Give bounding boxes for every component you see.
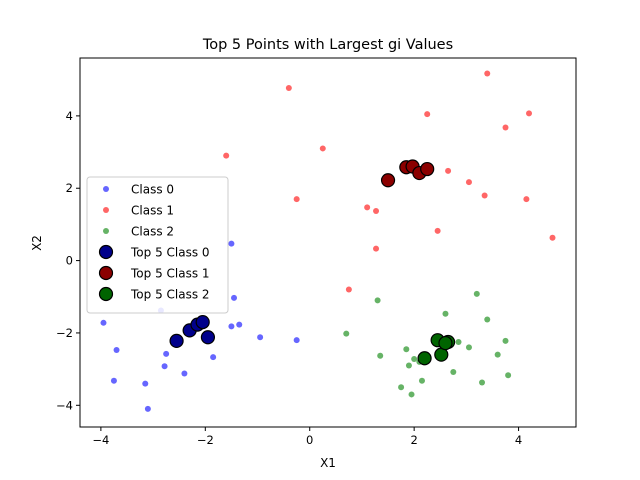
class-2-point xyxy=(403,346,410,353)
y-tick-label: −2 xyxy=(56,326,73,340)
class-0-point xyxy=(231,294,238,301)
top-5-class-0-legend-marker xyxy=(98,244,114,260)
class-1-point xyxy=(549,234,556,241)
class-2-point xyxy=(343,330,350,337)
class-0-point xyxy=(181,370,188,377)
y-tick-label: −4 xyxy=(56,398,73,412)
class-1-point xyxy=(319,145,326,152)
class-1-point xyxy=(465,179,472,186)
class-2-point xyxy=(502,337,509,344)
class-1-point xyxy=(523,196,530,203)
class-1-point xyxy=(481,192,488,199)
x-axis-label: X1 xyxy=(320,456,336,470)
class-1-point xyxy=(345,286,352,293)
class-0-legend-marker xyxy=(103,186,109,192)
chart-title: Top 5 Points with Largest gi Values xyxy=(202,37,453,53)
y-axis-label: X2 xyxy=(30,235,44,251)
top-5-class-0-point xyxy=(195,314,210,330)
class-2-point xyxy=(450,369,457,376)
class-1-point xyxy=(434,227,441,234)
legend-frame xyxy=(86,176,229,314)
class-2-point xyxy=(494,351,501,358)
class-2-point xyxy=(484,316,491,323)
class-1-point xyxy=(373,245,380,252)
class-0-point xyxy=(293,337,300,344)
legend: Class 0 Class 1 Class 2 Top 5 Class 0 Top 5 … xyxy=(86,176,229,314)
class-1-legend-label: Class 1 xyxy=(131,204,174,218)
class-1-point xyxy=(293,196,300,203)
class-0-point xyxy=(236,321,243,328)
class-0-point xyxy=(228,323,235,330)
class-1-point xyxy=(285,85,292,92)
class-0-point xyxy=(161,363,168,370)
class-0-point xyxy=(113,346,120,353)
class-1-point xyxy=(364,204,371,211)
class-0-point xyxy=(163,350,170,357)
class-1-point xyxy=(223,152,230,159)
top-5-class-1-point xyxy=(420,161,435,177)
x-tick-label: −4 xyxy=(92,433,109,447)
top-5-class-2-point xyxy=(438,335,453,351)
class-2-point xyxy=(473,290,480,297)
class-2-point xyxy=(505,372,512,379)
class-2-point xyxy=(411,355,418,362)
class-2-point xyxy=(398,384,405,391)
top-5-class-2-legend-label: Top 5 Class 2 xyxy=(130,288,210,302)
class-2-point xyxy=(418,377,425,384)
class-1-point xyxy=(526,110,533,117)
class-2-point xyxy=(374,297,381,304)
class-1-point xyxy=(502,124,509,131)
top-5-class-1-point xyxy=(380,173,396,188)
y-tick-label: 4 xyxy=(66,109,73,123)
top-5-class-1-legend-label: Top 5 Class 1 xyxy=(130,267,210,281)
class-0-point xyxy=(257,334,264,341)
class-1-point xyxy=(373,208,380,215)
x-tick-label: 0 xyxy=(306,433,313,447)
class-0-point xyxy=(100,319,107,326)
plot-frame xyxy=(79,57,577,428)
class-2-point xyxy=(455,338,462,345)
class-2-point xyxy=(405,362,412,369)
x-tick-label: 2 xyxy=(410,433,417,447)
class-2-point xyxy=(442,310,449,317)
plot-area xyxy=(100,70,556,412)
x-axis-ticks: −4 −2 0 2 4 xyxy=(92,427,522,447)
class-1-point xyxy=(484,70,491,77)
top-5-class-1-legend-marker xyxy=(98,265,114,281)
class-1-legend-marker xyxy=(103,207,109,213)
class-0-point xyxy=(144,405,151,412)
top-5-class-0-legend-label: Top 5 Class 0 xyxy=(130,246,210,260)
y-axis-ticks: −4 −2 0 2 4 xyxy=(56,109,80,412)
top-5-class-0-point xyxy=(200,330,216,345)
x-tick-label: −2 xyxy=(197,433,214,447)
class-2-legend-label: Class 2 xyxy=(131,225,174,239)
class-2-legend-marker xyxy=(103,228,109,234)
class-0-legend-label: Class 0 xyxy=(131,183,174,197)
class-0-point xyxy=(228,240,235,247)
class-0-point xyxy=(110,377,117,384)
top-5-class-2-point xyxy=(417,351,432,366)
class-1-point xyxy=(424,111,431,118)
class-0-point xyxy=(210,354,217,361)
class-2-point xyxy=(377,352,384,359)
x-tick-label: 4 xyxy=(515,433,522,447)
class-2-point xyxy=(479,379,486,386)
class-1-point xyxy=(445,167,452,174)
top-5-class-2-legend-marker xyxy=(98,286,114,302)
class-0-point xyxy=(142,380,149,387)
class-2-point xyxy=(408,391,415,398)
top-5-class-0-point xyxy=(169,333,184,348)
class-2-point xyxy=(465,344,472,351)
y-tick-label: 0 xyxy=(66,254,73,268)
y-tick-label: 2 xyxy=(66,181,73,195)
